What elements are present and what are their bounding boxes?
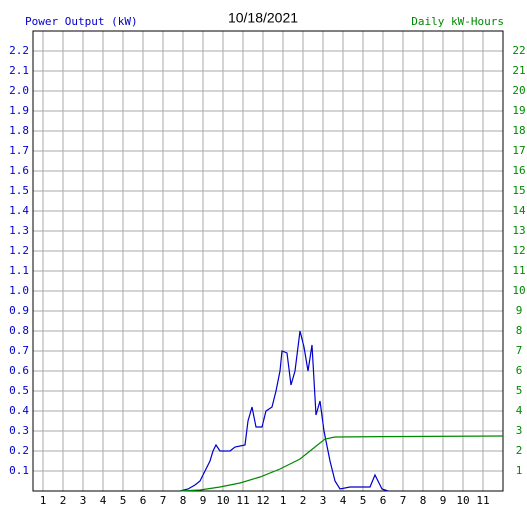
y-tick-label: 1.4 xyxy=(9,204,29,217)
y2-tick-label: 15 xyxy=(512,184,525,197)
x-tick-label: 1 xyxy=(40,494,47,507)
x-tick-label: 6 xyxy=(140,494,147,507)
x-tick-label: 9 xyxy=(440,494,447,507)
y2-tick-label: 14 xyxy=(512,204,526,217)
y2-tick-label: 4 xyxy=(516,404,523,417)
x-tick-label: 4 xyxy=(100,494,107,507)
y-tick-label: 1.7 xyxy=(9,144,29,157)
y2-tick-label: 21 xyxy=(512,64,525,77)
y-tick-label: 2.0 xyxy=(9,84,29,97)
y2-tick-label: 1 xyxy=(516,464,523,477)
y-tick-label: 0.3 xyxy=(9,424,29,437)
y-tick-label: 0.5 xyxy=(9,384,29,397)
y-tick-label: 2.1 xyxy=(9,64,29,77)
y-tick-label: 1.5 xyxy=(9,184,29,197)
y-tick-label: 0.4 xyxy=(9,404,29,417)
y2-tick-label: 6 xyxy=(516,364,523,377)
y-tick-label: 1.3 xyxy=(9,224,29,237)
x-tick-label: 10 xyxy=(216,494,229,507)
y-tick-label: 1.9 xyxy=(9,104,29,117)
y-tick-label: 1.0 xyxy=(9,284,29,297)
y-tick-label: 1.8 xyxy=(9,124,29,137)
y-tick-label: 0.1 xyxy=(9,464,29,477)
y2-tick-label: 10 xyxy=(512,284,525,297)
y-tick-label: 1.1 xyxy=(9,264,29,277)
x-tick-label: 3 xyxy=(80,494,87,507)
y-tick-label: 0.9 xyxy=(9,304,29,317)
x-tick-label: 5 xyxy=(120,494,127,507)
y2-tick-label: 11 xyxy=(512,264,525,277)
y2-tick-label: 8 xyxy=(516,324,523,337)
y-tick-label: 0.8 xyxy=(9,324,29,337)
x-tick-label: 2 xyxy=(300,494,307,507)
x-tick-label: 6 xyxy=(380,494,387,507)
y2-tick-label: 17 xyxy=(512,144,525,157)
y2-tick-label: 18 xyxy=(512,124,525,137)
x-tick-label: 2 xyxy=(60,494,67,507)
y-tick-label: 1.2 xyxy=(9,244,29,257)
data-line xyxy=(179,435,504,492)
x-tick-label: 3 xyxy=(320,494,327,507)
y2-tick-label: 19 xyxy=(512,104,525,117)
y-tick-label: 2.2 xyxy=(9,44,29,57)
y2-tick-label: 12 xyxy=(512,244,525,257)
x-tick-label: 5 xyxy=(360,494,367,507)
x-tick-label: 1 xyxy=(280,494,287,507)
data-line xyxy=(179,330,389,492)
x-tick-label: 4 xyxy=(340,494,347,507)
y2-tick-label: 13 xyxy=(512,224,525,237)
chart-title: 10/18/2021 xyxy=(228,10,298,26)
x-tick-label: 8 xyxy=(420,494,427,507)
x-tick-label: 8 xyxy=(180,494,187,507)
y-tick-label: 0.2 xyxy=(9,444,29,457)
y-tick-label: 0.7 xyxy=(9,344,29,357)
y-tick-label: 0.6 xyxy=(9,364,29,377)
y2-tick-label: 16 xyxy=(512,164,525,177)
y2-tick-label: 7 xyxy=(516,344,523,357)
y2-tick-label: 2 xyxy=(516,444,523,457)
y2-tick-label: 9 xyxy=(516,304,523,317)
y2-tick-label: 3 xyxy=(516,424,523,437)
x-tick-label: 10 xyxy=(456,494,469,507)
y-axis-label: Power Output (kW) xyxy=(25,15,138,28)
x-tick-label: 7 xyxy=(400,494,407,507)
x-tick-label: 12 xyxy=(256,494,269,507)
y2-tick-label: 22 xyxy=(512,44,525,57)
plot-border xyxy=(32,30,504,492)
y2-tick-label: 5 xyxy=(516,384,523,397)
x-tick-label: 11 xyxy=(236,494,249,507)
x-tick-label: 9 xyxy=(200,494,207,507)
y-tick-label: 1.6 xyxy=(9,164,29,177)
x-tick-label: 11 xyxy=(476,494,489,507)
x-tick-label: 7 xyxy=(160,494,167,507)
y2-tick-label: 20 xyxy=(512,84,525,97)
y2-axis-label: Daily kW-Hours xyxy=(411,15,504,28)
